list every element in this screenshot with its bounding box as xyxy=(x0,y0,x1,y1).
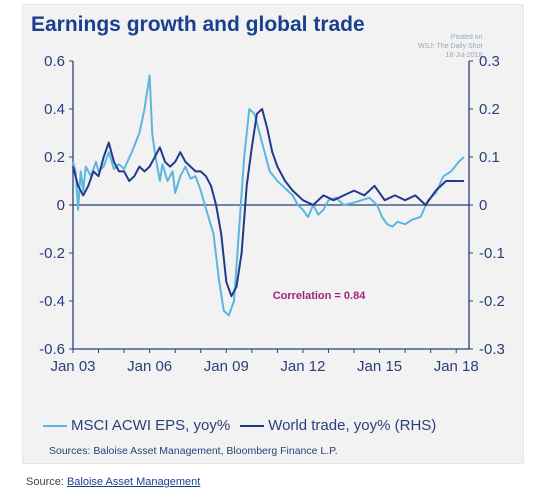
legend-item-eps: MSCI ACWI EPS, yoy% xyxy=(43,417,230,434)
y-left-tick-label: 0.4 xyxy=(44,101,65,118)
y-right-tick-label: -0.1 xyxy=(479,245,505,262)
source-link[interactable]: Baloise Asset Management xyxy=(66,476,201,488)
legend-swatch-eps xyxy=(43,424,67,427)
y-right-tick-label: 0.1 xyxy=(479,149,500,166)
y-left-tick-label: 0.6 xyxy=(44,53,65,70)
x-tick-label: Jan 06 xyxy=(127,358,172,375)
y-right-tick-label: -0.2 xyxy=(479,293,505,310)
legend-label-trade: World trade, yoy% (RHS) xyxy=(268,417,437,434)
y-right-tick-label: 0.2 xyxy=(479,101,500,118)
x-tick-label: Jan 18 xyxy=(434,358,479,375)
page-source-footer: Source: Baloise Asset Management xyxy=(26,476,200,488)
posted-watermark: Posted on WSJ: The Daily Shot 18-Jul-201… xyxy=(418,33,482,60)
posted-line-2: WSJ: The Daily Shot xyxy=(418,43,483,50)
legend-item-trade: World trade, yoy% (RHS) xyxy=(240,417,436,434)
footer-prefix: Source: xyxy=(26,476,67,488)
x-tick-label: Jan 12 xyxy=(280,358,325,375)
chart-title: Earnings growth and global trade xyxy=(31,13,365,36)
chart-legend: MSCI ACWI EPS, yoy% World trade, yoy% (R… xyxy=(43,417,446,434)
x-tick-label: Jan 15 xyxy=(357,358,402,375)
y-left-tick-label: 0.2 xyxy=(44,149,65,166)
line-chart: 0.6 0.4 0.2 0 -0.2 -0.4 -0.6 0.3 0.2 0.1 0 -0.1 -0.2… xyxy=(39,53,505,375)
series-line-trade xyxy=(72,108,464,298)
posted-line-3: 18-Jul-2018 xyxy=(445,52,483,59)
y-left-tick-label: -0.6 xyxy=(39,341,65,358)
y-right-tick-label: 0 xyxy=(479,197,487,214)
y-left-tick-label: -0.4 xyxy=(39,293,65,310)
y-left-tick-label: 0 xyxy=(57,197,65,214)
chart-sources: Sources: Baloise Asset Management, Bloom… xyxy=(49,445,338,457)
posted-line-1: Posted on xyxy=(450,34,483,41)
y-left-tick-label: -0.2 xyxy=(39,245,65,262)
y-right-tick-label: -0.3 xyxy=(479,341,505,358)
legend-label-eps: MSCI ACWI EPS, yoy% xyxy=(71,417,231,434)
x-tick-label: Jan 03 xyxy=(50,358,95,375)
legend-swatch-trade xyxy=(240,424,265,427)
x-tick-label: Jan 09 xyxy=(204,358,249,375)
chart-card: Earnings growth and global trade Posted … xyxy=(22,4,524,464)
series-line-eps xyxy=(72,74,465,317)
correlation-annotation: Correlation = 0.84 xyxy=(273,290,367,302)
y-right-tick-label: 0.3 xyxy=(479,53,500,70)
